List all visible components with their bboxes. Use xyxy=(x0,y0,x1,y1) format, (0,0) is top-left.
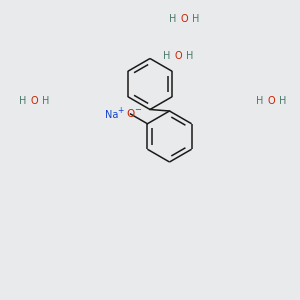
Text: H: H xyxy=(186,50,194,61)
Text: Na: Na xyxy=(105,110,119,120)
Text: H: H xyxy=(20,95,27,106)
Text: O: O xyxy=(175,50,182,61)
Text: O: O xyxy=(31,95,38,106)
Text: H: H xyxy=(42,95,50,106)
Text: H: H xyxy=(169,14,177,25)
Text: O: O xyxy=(268,95,275,106)
Text: −: − xyxy=(134,105,141,114)
Text: H: H xyxy=(279,95,286,106)
Text: H: H xyxy=(256,95,264,106)
Text: H: H xyxy=(192,14,200,25)
Text: O: O xyxy=(181,14,188,25)
Text: O: O xyxy=(126,109,135,119)
Text: +: + xyxy=(117,106,123,115)
Text: H: H xyxy=(164,50,171,61)
